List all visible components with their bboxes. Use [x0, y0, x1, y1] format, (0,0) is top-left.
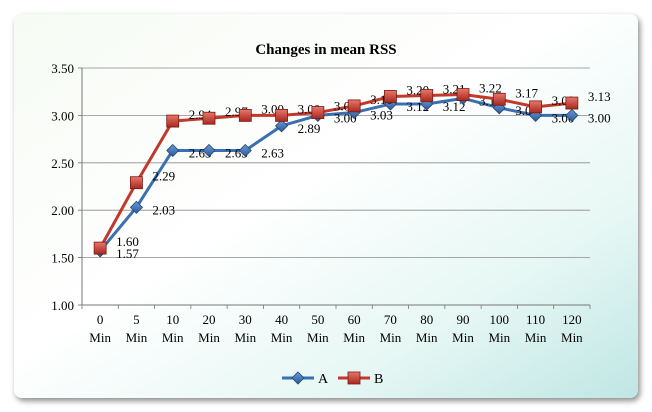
series-a-data-label: 3.00 — [588, 110, 611, 125]
series-b-point — [311, 106, 325, 119]
series-b-point — [93, 241, 107, 255]
y-tick-label: 3.00 — [51, 108, 74, 123]
series-a-data-label: 2.63 — [261, 145, 284, 160]
y-tick-label: 3.50 — [51, 61, 74, 76]
series-a-point — [202, 143, 216, 158]
series-b-point — [275, 109, 288, 122]
series-b-data-label: 3.17 — [515, 85, 538, 100]
x-tick-label: 30 — [239, 312, 252, 327]
y-tick-label: 2.00 — [51, 203, 74, 218]
x-tick-label: Min — [234, 330, 256, 345]
x-tick-label: 10 — [166, 312, 179, 327]
plot-area: 1.00 1.50 2.00 2.50 3.00 3.50 0 Min 5 Min 10 Min 20 M… — [51, 61, 610, 345]
x-tick-label: 40 — [275, 312, 288, 327]
x-tick-label: Min — [380, 330, 402, 345]
x-tick-label: Min — [89, 330, 111, 345]
series-b-point — [492, 92, 506, 106]
line-chart: Changes in mean RSS 1.00 1.50 2.00 2.50 3.00… — [14, 14, 638, 398]
x-tick-label: 90 — [457, 312, 470, 327]
x-tick-label: 0 — [97, 312, 104, 327]
series-a-data-label: 3.03 — [370, 108, 393, 123]
series-b-point — [456, 88, 470, 101]
x-tick-label: Min — [343, 330, 365, 345]
series-b-point — [238, 109, 252, 122]
x-tick-label: 50 — [311, 312, 324, 327]
x-tick-label: 110 — [526, 312, 545, 327]
series-b-point — [347, 99, 361, 113]
series-a-data-label: 2.03 — [152, 202, 175, 217]
chart-frame: Changes in mean RSS 1.00 1.50 2.00 2.50 3.00… — [14, 14, 638, 398]
y-tick-label: 1.00 — [51, 298, 74, 313]
series-b-point — [130, 176, 143, 190]
series-b-point — [565, 96, 579, 110]
series-b-point — [420, 89, 434, 102]
legend-label-a: A — [318, 372, 329, 387]
y-tick-label: 2.50 — [51, 156, 74, 171]
legend-marker-b — [347, 371, 361, 385]
series-a-data-label: 3.12 — [443, 99, 466, 114]
series-a-data-label: 1.57 — [116, 246, 139, 261]
x-tick-label: Min — [452, 330, 474, 345]
x-tick-label: 5 — [133, 312, 140, 327]
x-tick-label: 120 — [562, 312, 582, 327]
x-tick-label: 20 — [203, 312, 216, 327]
x-tick-label: 60 — [348, 312, 361, 327]
x-tick-label: 100 — [490, 312, 510, 327]
y-tick-label: 1.50 — [51, 251, 74, 266]
series-b-data-label: 1.60 — [116, 234, 139, 249]
chart-title: Changes in mean RSS — [255, 42, 396, 58]
series-b-data-label: 2.29 — [152, 169, 175, 184]
x-tick-label: Min — [271, 330, 293, 345]
series-b-point — [529, 100, 542, 114]
series-a-point — [166, 143, 180, 158]
legend-marker-a — [291, 371, 305, 385]
series-b-point — [166, 114, 180, 128]
series-a-point — [275, 119, 289, 133]
x-tick-label: Min — [488, 330, 510, 345]
x-tick-label: Min — [307, 330, 329, 345]
x-tick-label: 80 — [420, 312, 433, 327]
x-tick-label: Min — [525, 330, 547, 345]
chart-background — [14, 14, 638, 398]
series-b-point — [384, 90, 397, 103]
series-b-data-label: 3.22 — [479, 81, 502, 96]
x-tick-label: Min — [126, 330, 148, 345]
x-tick-label: 70 — [384, 312, 397, 327]
x-tick-label: Min — [561, 330, 583, 345]
x-tick-label: Min — [198, 330, 220, 345]
series-a-point — [565, 108, 579, 122]
series-a-point — [129, 200, 143, 214]
series-b-data-label: 3.13 — [588, 89, 611, 104]
series-b-point — [202, 111, 216, 125]
series-a-data-label: 2.89 — [298, 121, 321, 136]
x-tick-label: Min — [162, 330, 184, 345]
x-tick-label: Min — [416, 330, 438, 345]
legend-label-b: B — [374, 372, 383, 387]
series-a-point — [238, 143, 252, 158]
